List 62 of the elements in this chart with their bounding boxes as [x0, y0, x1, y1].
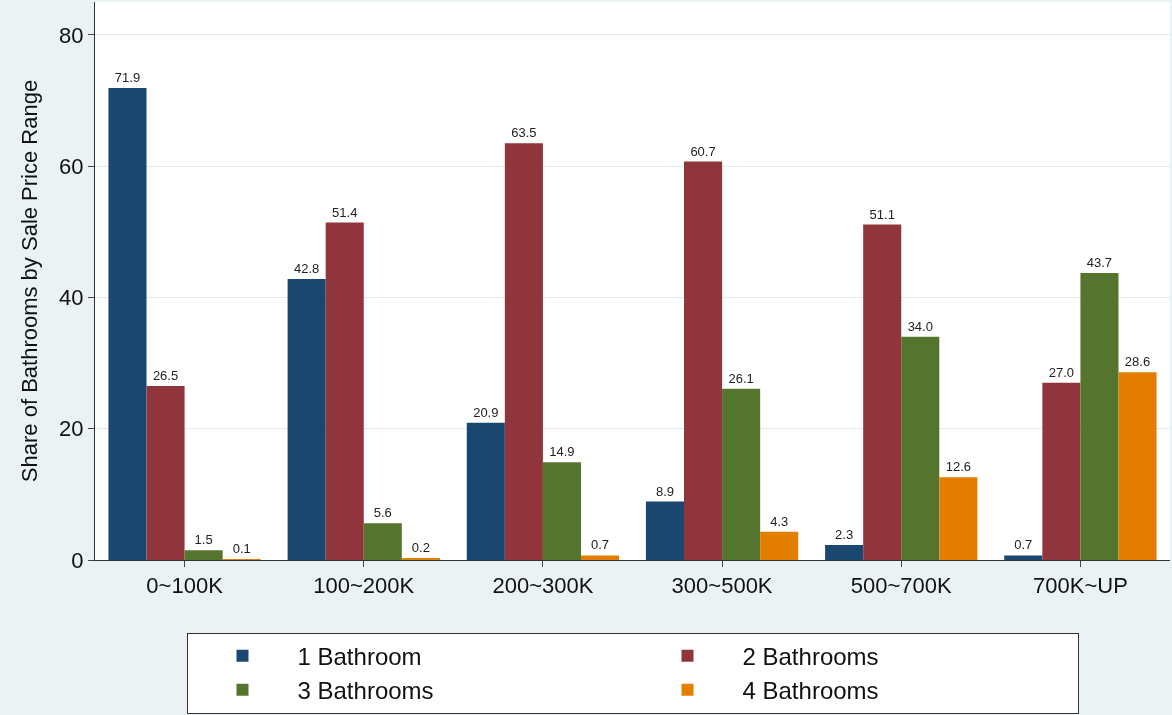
data-label: 0.7 — [1014, 537, 1033, 553]
bar — [722, 388, 761, 560]
y-tick-label: 80 — [59, 22, 84, 48]
bar — [760, 531, 799, 560]
bar — [825, 544, 864, 560]
data-label: 28.6 — [1124, 354, 1151, 370]
data-label: 0.2 — [411, 540, 430, 555]
legend-label: 1 Bathroom — [297, 643, 422, 670]
y-tick-label: 20 — [59, 416, 84, 442]
bar — [939, 477, 978, 560]
data-label: 34.0 — [907, 318, 933, 334]
bar — [1042, 382, 1081, 560]
x-tick-label: 500~700K — [850, 573, 953, 599]
bar — [542, 462, 581, 560]
data-label: 43.7 — [1086, 255, 1113, 271]
data-label: 26.5 — [152, 368, 179, 384]
data-label: 26.1 — [728, 370, 754, 386]
data-label: 14.9 — [549, 444, 575, 460]
y-tick-label: 0 — [71, 547, 84, 573]
bar — [1080, 273, 1119, 560]
y-tick-label: 60 — [59, 153, 84, 179]
y-tick-label: 40 — [59, 285, 84, 311]
data-label: 12.6 — [945, 459, 972, 475]
bar — [863, 224, 902, 560]
legend-label: 2 Bathrooms — [742, 643, 879, 670]
x-tick-label: 200~300K — [492, 573, 594, 599]
data-label: 0.7 — [590, 537, 610, 553]
data-label: 1.5 — [194, 532, 213, 548]
legend-label: 4 Bathrooms — [742, 677, 879, 705]
bar — [580, 555, 620, 560]
x-tick-label: 0~100K — [146, 573, 224, 599]
data-label: 0.1 — [232, 541, 251, 556]
bar — [645, 501, 685, 560]
data-label: 2.3 — [835, 526, 854, 542]
bar — [504, 143, 543, 560]
bar — [901, 336, 940, 560]
bar — [184, 550, 223, 560]
data-label: 51.4 — [332, 204, 358, 220]
data-label: 4.3 — [770, 513, 789, 529]
x-tick-label: 100~200K — [313, 573, 415, 599]
data-label: 51.1 — [869, 206, 895, 222]
data-label: 27.0 — [1048, 364, 1075, 380]
x-tick-label: 700K~UP — [1033, 573, 1128, 599]
bar — [108, 88, 147, 560]
data-label: 42.8 — [293, 261, 320, 277]
bar — [363, 523, 402, 560]
data-label: 71.9 — [114, 70, 141, 85]
data-label: 8.9 — [655, 483, 675, 499]
bar — [684, 161, 723, 560]
legend-label: 3 Bathrooms — [297, 677, 434, 705]
bar — [466, 422, 505, 560]
bar — [1118, 372, 1157, 560]
bar — [146, 386, 185, 560]
bar — [287, 279, 326, 560]
data-label: 5.6 — [373, 505, 392, 521]
bar — [325, 222, 364, 560]
data-label: 60.7 — [690, 143, 716, 159]
y-axis-title: Share of Bathrooms by Sale Price Range — [16, 79, 42, 483]
data-label: 63.5 — [511, 125, 537, 141]
bar — [1004, 555, 1043, 560]
x-tick-label: 300~500K — [671, 573, 773, 599]
data-label: 20.9 — [473, 404, 499, 420]
